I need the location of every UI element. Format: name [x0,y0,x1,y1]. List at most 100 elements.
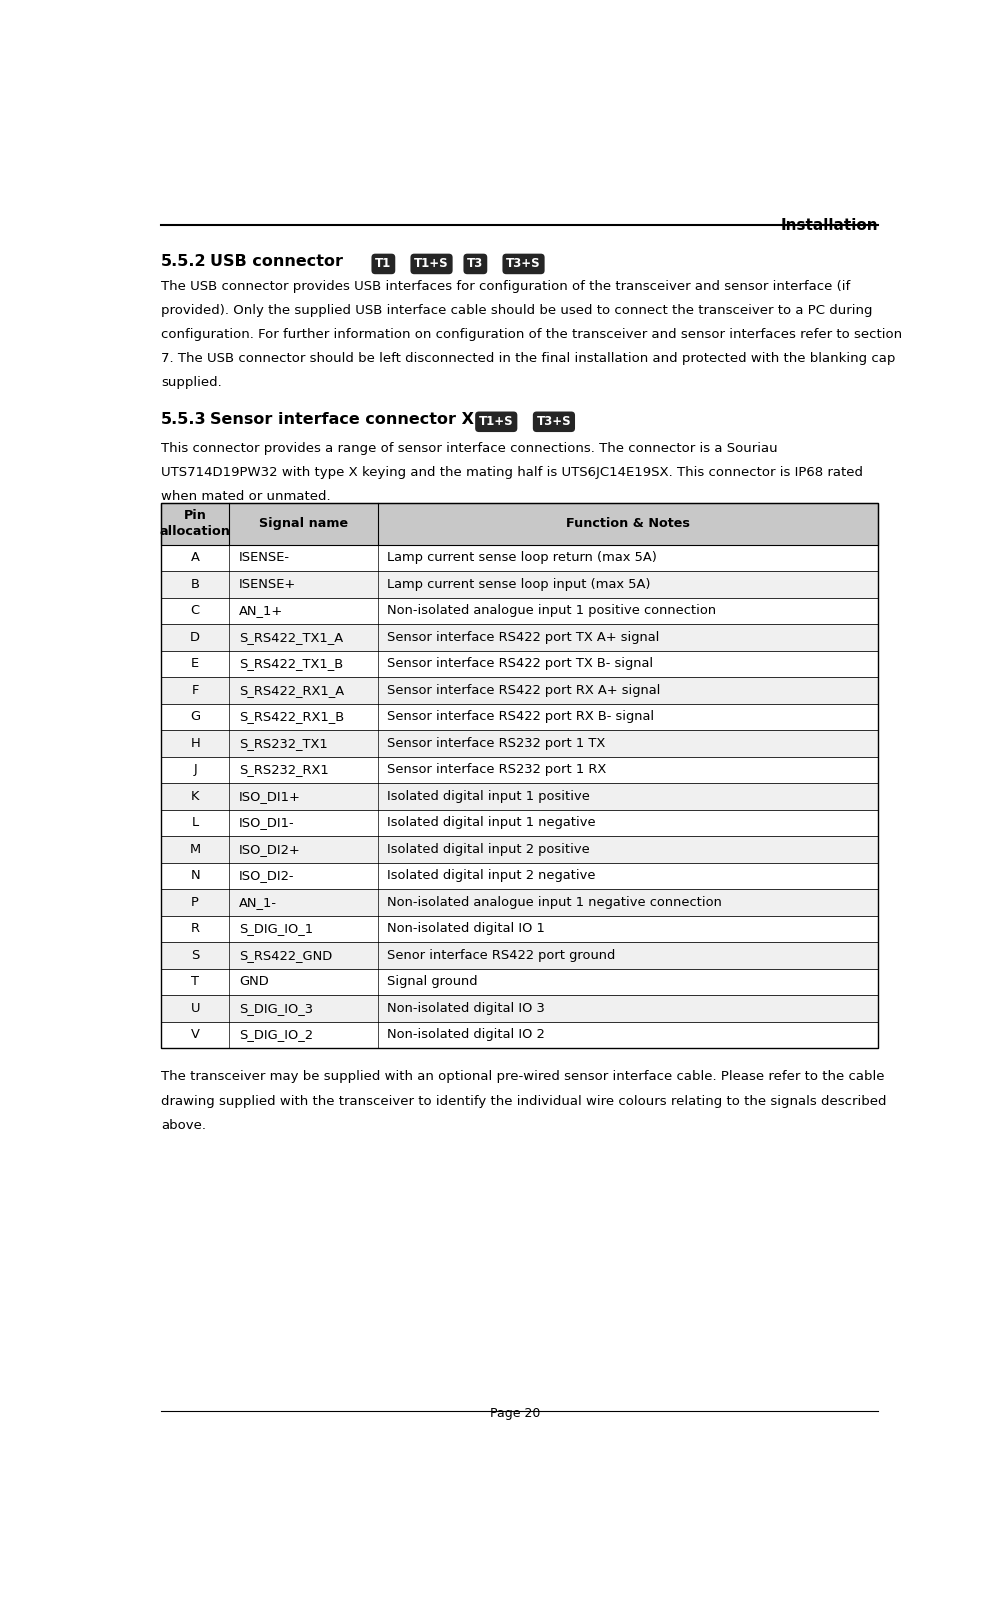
FancyBboxPatch shape [161,730,878,756]
Text: supplied.: supplied. [161,377,221,389]
Text: Isolated digital input 1 negative: Isolated digital input 1 negative [387,816,596,829]
Text: S_DIG_IO_2: S_DIG_IO_2 [238,1028,313,1041]
Text: S_DIG_IO_1: S_DIG_IO_1 [238,923,313,936]
Text: V: V [191,1028,199,1041]
Text: Sensor interface RS232 port 1 TX: Sensor interface RS232 port 1 TX [387,737,606,750]
FancyBboxPatch shape [161,703,878,730]
Text: T3+S: T3+S [506,257,541,270]
FancyBboxPatch shape [161,624,878,651]
Text: ISO_DI2-: ISO_DI2- [238,869,295,882]
FancyBboxPatch shape [161,835,878,863]
FancyBboxPatch shape [161,889,878,916]
Text: drawing supplied with the transceiver to identify the individual wire colours re: drawing supplied with the transceiver to… [161,1094,886,1107]
Text: configuration. For further information on configuration of the transceiver and s: configuration. For further information o… [161,328,902,341]
Text: 5.5.3: 5.5.3 [161,412,206,427]
Text: Pin
allocation: Pin allocation [160,509,230,538]
Text: Non-isolated digital IO 3: Non-isolated digital IO 3 [387,1002,544,1015]
Text: T3+S: T3+S [536,415,571,428]
Text: ISENSE+: ISENSE+ [238,579,296,591]
Text: Lamp current sense loop return (max 5A): Lamp current sense loop return (max 5A) [387,551,657,564]
Text: Non-isolated analogue input 1 negative connection: Non-isolated analogue input 1 negative c… [387,895,722,908]
Text: ISO_DI1-: ISO_DI1- [238,816,295,829]
Text: Non-isolated digital IO 1: Non-isolated digital IO 1 [387,923,545,936]
Text: M: M [189,844,201,856]
Text: ISENSE-: ISENSE- [238,551,290,564]
FancyBboxPatch shape [161,570,878,598]
Text: provided). Only the supplied USB interface cable should be used to connect the t: provided). Only the supplied USB interfa… [161,304,872,317]
Text: Sensor interface RS422 port RX B- signal: Sensor interface RS422 port RX B- signal [387,711,654,724]
Text: ISO_DI2+: ISO_DI2+ [238,844,301,856]
Text: S_RS422_TX1_A: S_RS422_TX1_A [238,630,343,643]
Text: 5.5.2: 5.5.2 [161,254,206,268]
Text: The USB connector provides USB interfaces for configuration of the transceiver a: The USB connector provides USB interface… [161,280,850,292]
Text: S_DIG_IO_3: S_DIG_IO_3 [238,1002,313,1015]
Text: F: F [191,684,199,696]
Text: G: G [190,711,200,724]
FancyBboxPatch shape [161,504,878,545]
Text: Senor interface RS422 port ground: Senor interface RS422 port ground [387,949,616,962]
Text: Sensor interface connector X: Sensor interface connector X [210,412,474,427]
Text: T1: T1 [375,257,391,270]
FancyBboxPatch shape [161,995,878,1021]
Text: S: S [191,949,199,962]
Text: S_RS422_RX1_B: S_RS422_RX1_B [238,711,344,724]
FancyBboxPatch shape [161,942,878,968]
FancyBboxPatch shape [161,810,878,835]
Text: 7. The USB connector should be left disconnected in the final installation and p: 7. The USB connector should be left disc… [161,352,895,365]
Text: above.: above. [161,1118,206,1131]
Text: T3: T3 [467,257,484,270]
Text: N: N [190,869,200,882]
Text: S_RS422_RX1_A: S_RS422_RX1_A [238,684,344,696]
Text: J: J [193,763,197,776]
Text: Lamp current sense loop input (max 5A): Lamp current sense loop input (max 5A) [387,579,651,591]
Text: GND: GND [238,976,269,989]
Text: Signal name: Signal name [259,517,348,530]
Text: R: R [191,923,199,936]
Text: K: K [191,790,199,803]
FancyBboxPatch shape [161,756,878,784]
Text: B: B [191,579,199,591]
Text: The transceiver may be supplied with an optional pre-wired sensor interface cabl: The transceiver may be supplied with an … [161,1070,884,1083]
Text: Sensor interface RS422 port TX A+ signal: Sensor interface RS422 port TX A+ signal [387,630,659,643]
FancyBboxPatch shape [161,863,878,889]
Text: Isolated digital input 2 negative: Isolated digital input 2 negative [387,869,596,882]
Text: U: U [190,1002,200,1015]
FancyBboxPatch shape [161,545,878,570]
Text: T1+S: T1+S [479,415,513,428]
Text: S_RS422_TX1_B: S_RS422_TX1_B [238,658,343,671]
FancyBboxPatch shape [161,1021,878,1049]
Text: Installation: Installation [781,218,878,233]
Text: Function & Notes: Function & Notes [566,517,690,530]
Text: C: C [190,604,200,617]
FancyBboxPatch shape [161,784,878,810]
Text: This connector provides a range of sensor interface connections. The connector i: This connector provides a range of senso… [161,441,778,454]
Text: Sensor interface RS422 port TX B- signal: Sensor interface RS422 port TX B- signal [387,658,653,671]
Text: Non-isolated digital IO 2: Non-isolated digital IO 2 [387,1028,544,1041]
Text: Isolated digital input 1 positive: Isolated digital input 1 positive [387,790,590,803]
Text: ISO_DI1+: ISO_DI1+ [238,790,301,803]
Text: T1+S: T1+S [414,257,449,270]
Text: L: L [191,816,199,829]
Text: S_RS422_GND: S_RS422_GND [238,949,332,962]
Text: Sensor interface RS232 port 1 RX: Sensor interface RS232 port 1 RX [387,763,607,776]
Text: USB connector: USB connector [210,254,343,268]
Text: Non-isolated analogue input 1 positive connection: Non-isolated analogue input 1 positive c… [387,604,716,617]
Text: Isolated digital input 2 positive: Isolated digital input 2 positive [387,844,590,856]
Text: Signal ground: Signal ground [387,976,478,989]
FancyBboxPatch shape [161,968,878,995]
Text: Sensor interface RS422 port RX A+ signal: Sensor interface RS422 port RX A+ signal [387,684,660,696]
Text: T: T [191,976,199,989]
Text: AN_1+: AN_1+ [238,604,283,617]
Text: AN_1-: AN_1- [238,895,277,908]
Text: A: A [191,551,199,564]
FancyBboxPatch shape [161,677,878,703]
Text: when mated or unmated.: when mated or unmated. [161,490,330,503]
FancyBboxPatch shape [161,598,878,624]
Text: UTS714D19PW32 with type X keying and the mating half is UTS6JC14E19SX. This conn: UTS714D19PW32 with type X keying and the… [161,465,863,478]
FancyBboxPatch shape [161,651,878,677]
Text: S_RS232_TX1: S_RS232_TX1 [238,737,328,750]
FancyBboxPatch shape [161,916,878,942]
Text: H: H [190,737,200,750]
Text: E: E [191,658,199,671]
Text: D: D [190,630,200,643]
